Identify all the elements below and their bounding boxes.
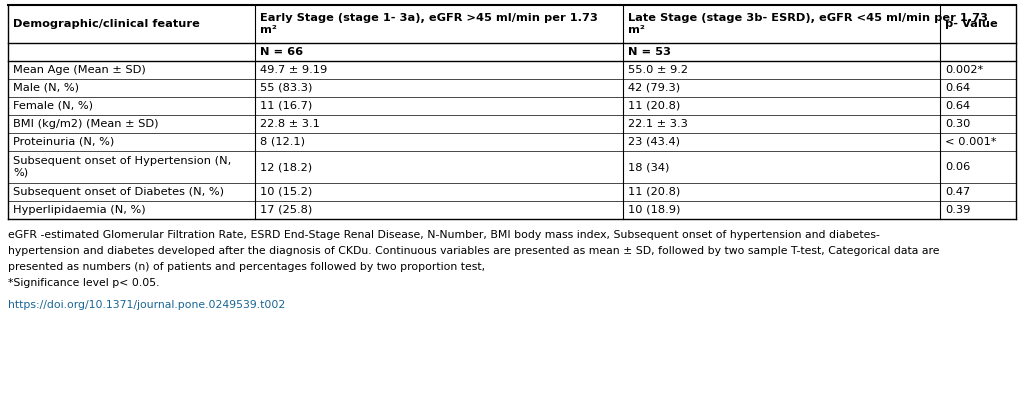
Text: 11 (20.8): 11 (20.8) [628, 187, 680, 197]
Text: 55 (83.3): 55 (83.3) [260, 83, 312, 93]
Text: 18 (34): 18 (34) [628, 162, 670, 172]
Text: 55.0 ± 9.2: 55.0 ± 9.2 [628, 65, 688, 75]
Text: N = 66: N = 66 [260, 47, 303, 57]
Text: BMI (kg/m2) (Mean ± SD): BMI (kg/m2) (Mean ± SD) [13, 119, 159, 129]
Text: 42 (79.3): 42 (79.3) [628, 83, 680, 93]
Text: Proteinuria (N, %): Proteinuria (N, %) [13, 137, 115, 147]
Text: 11 (20.8): 11 (20.8) [628, 101, 680, 111]
Text: 0.64: 0.64 [945, 83, 971, 93]
Text: Female (N, %): Female (N, %) [13, 101, 93, 111]
Text: eGFR -estimated Glomerular Filtration Rate, ESRD End-Stage Renal Disease, N-Numb: eGFR -estimated Glomerular Filtration Ra… [8, 230, 880, 240]
Text: 8 (12.1): 8 (12.1) [260, 137, 305, 147]
Text: Mean Age (Mean ± SD): Mean Age (Mean ± SD) [13, 65, 145, 75]
Text: Subsequent onset of Hypertension (N,
%): Subsequent onset of Hypertension (N, %) [13, 156, 231, 178]
Text: N = 53: N = 53 [628, 47, 671, 57]
Text: 22.1 ± 3.3: 22.1 ± 3.3 [628, 119, 688, 129]
Text: 10 (18.9): 10 (18.9) [628, 205, 680, 215]
Text: 10 (15.2): 10 (15.2) [260, 187, 312, 197]
Text: *Significance level p< 0.05.: *Significance level p< 0.05. [8, 278, 160, 288]
Text: Early Stage (stage 1- 3a), eGFR >45 ml/min per 1.73
m²: Early Stage (stage 1- 3a), eGFR >45 ml/m… [260, 13, 598, 35]
Text: Male (N, %): Male (N, %) [13, 83, 79, 93]
Text: Demographic/clinical feature: Demographic/clinical feature [13, 19, 200, 29]
Text: 0.06: 0.06 [945, 162, 971, 172]
Text: Hyperlipidaemia (N, %): Hyperlipidaemia (N, %) [13, 205, 145, 215]
Text: Late Stage (stage 3b- ESRD), eGFR <45 ml/min per 1.73
m²: Late Stage (stage 3b- ESRD), eGFR <45 ml… [628, 13, 988, 35]
Text: 0.47: 0.47 [945, 187, 971, 197]
Text: 23 (43.4): 23 (43.4) [628, 137, 680, 147]
Text: < 0.001*: < 0.001* [945, 137, 997, 147]
Text: 22.8 ± 3.1: 22.8 ± 3.1 [260, 119, 319, 129]
Text: hypertension and diabetes developed after the diagnosis of CKDu. Continuous vari: hypertension and diabetes developed afte… [8, 246, 939, 256]
Text: 12 (18.2): 12 (18.2) [260, 162, 312, 172]
Text: 0.39: 0.39 [945, 205, 971, 215]
Text: p- Value: p- Value [945, 19, 998, 29]
Text: 17 (25.8): 17 (25.8) [260, 205, 312, 215]
Text: 11 (16.7): 11 (16.7) [260, 101, 312, 111]
Text: 0.002*: 0.002* [945, 65, 983, 75]
Text: 0.64: 0.64 [945, 101, 971, 111]
Text: 49.7 ± 9.19: 49.7 ± 9.19 [260, 65, 328, 75]
Text: https://doi.org/10.1371/journal.pone.0249539.t002: https://doi.org/10.1371/journal.pone.024… [8, 300, 286, 310]
Text: Subsequent onset of Diabetes (N, %): Subsequent onset of Diabetes (N, %) [13, 187, 224, 197]
Text: 0.30: 0.30 [945, 119, 971, 129]
Text: presented as numbers (n) of patients and percentages followed by two proportion : presented as numbers (n) of patients and… [8, 262, 485, 272]
